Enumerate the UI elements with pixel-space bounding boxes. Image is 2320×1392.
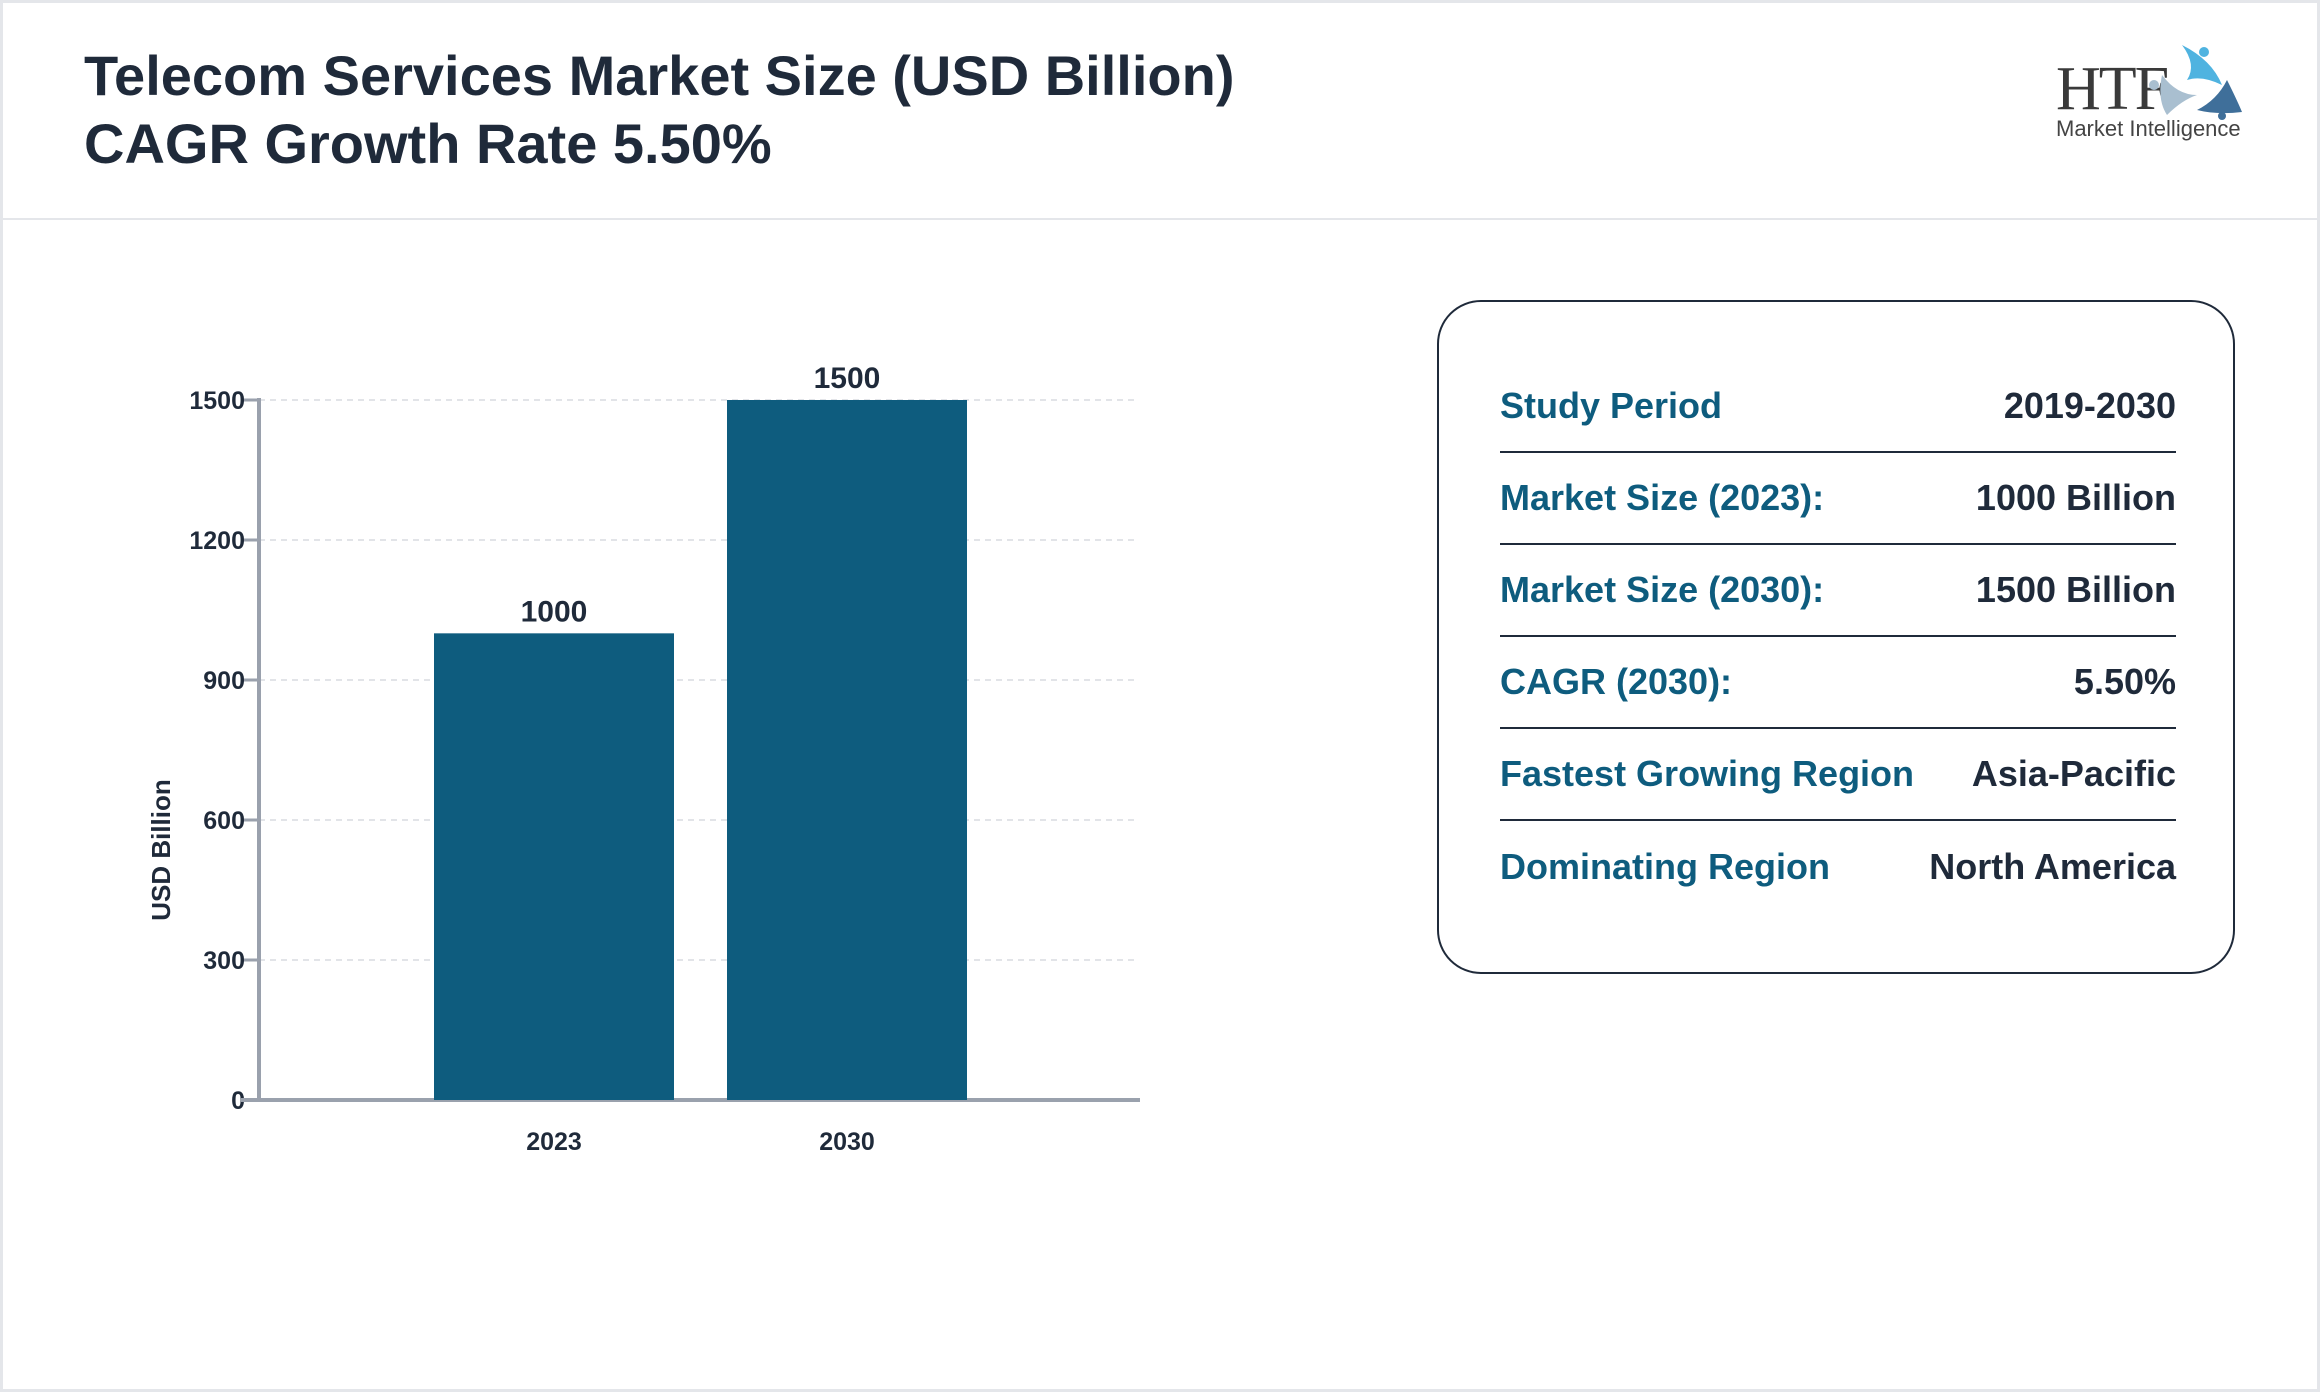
summary-label: Market Size (2030):: [1500, 569, 1825, 610]
summary-label: Dominating Region: [1500, 846, 1830, 887]
summary-value: Asia-Pacific: [1971, 753, 2176, 794]
summary-value: 5.50%: [2073, 661, 2176, 702]
summary-row: Dominating Region North America: [1500, 821, 2176, 913]
summary-value: 2019-2030: [2003, 385, 2176, 426]
summary-label: Fastest Growing Region: [1500, 753, 1915, 794]
logo-text: HTF: [2056, 55, 2169, 123]
summary-panel: Study Period 2019-2030 Market Size (2023):…: [1437, 300, 2235, 974]
y-tick-label: 300: [203, 947, 245, 975]
y-tick-label: 600: [203, 807, 245, 835]
page-title: Telecom Services Market Size (USD Billio…: [84, 42, 1234, 178]
bar-2030: [727, 400, 967, 1100]
data-label: 1000: [521, 595, 588, 628]
data-label: 1500: [814, 362, 881, 395]
summary-row: Fastest Growing Region Asia-Pacific: [1500, 729, 2176, 821]
x-tick-label: 2023: [526, 1128, 582, 1156]
summary-label: Market Size (2023):: [1500, 477, 1825, 518]
summary-row: Market Size (2023): 1000 Billion: [1500, 453, 2176, 545]
summary-label: CAGR (2030):: [1500, 661, 1733, 702]
y-tick-label: 1500: [189, 387, 245, 415]
x-tick-label: 2030: [819, 1128, 875, 1156]
summary-row: Market Size (2030): 1500 Billion: [1500, 545, 2176, 637]
summary-row: CAGR (2030): 5.50%: [1500, 637, 2176, 729]
y-tick-label: 0: [231, 1087, 245, 1115]
y-tick-label: 1200: [189, 527, 245, 555]
summary-value: 1500 Billion: [1975, 569, 2176, 610]
htf-logo: HTF Market Intelligence: [2050, 40, 2250, 150]
title-line-2: CAGR Growth Rate 5.50%: [84, 112, 772, 175]
summary-value: North America: [1929, 846, 2176, 887]
summary-row: Study Period 2019-2030: [1500, 361, 2176, 453]
y-tick-label: 900: [203, 667, 245, 695]
bar-2023: [434, 633, 674, 1100]
bar-chart: 0 300 600 900 1200 1500 USD Billion 1000 2023 150…: [146, 362, 1140, 1156]
logo-figures-icon: [2149, 45, 2242, 120]
header-divider: [3, 218, 2317, 220]
summary-value: 1000 Billion: [1975, 477, 2176, 518]
title-line-1: Telecom Services Market Size (USD Billio…: [84, 44, 1235, 107]
summary-label: Study Period: [1500, 385, 1723, 426]
logo-subtitle: Market Intelligence: [2056, 116, 2241, 141]
y-axis-label: USD Billion: [146, 779, 176, 921]
